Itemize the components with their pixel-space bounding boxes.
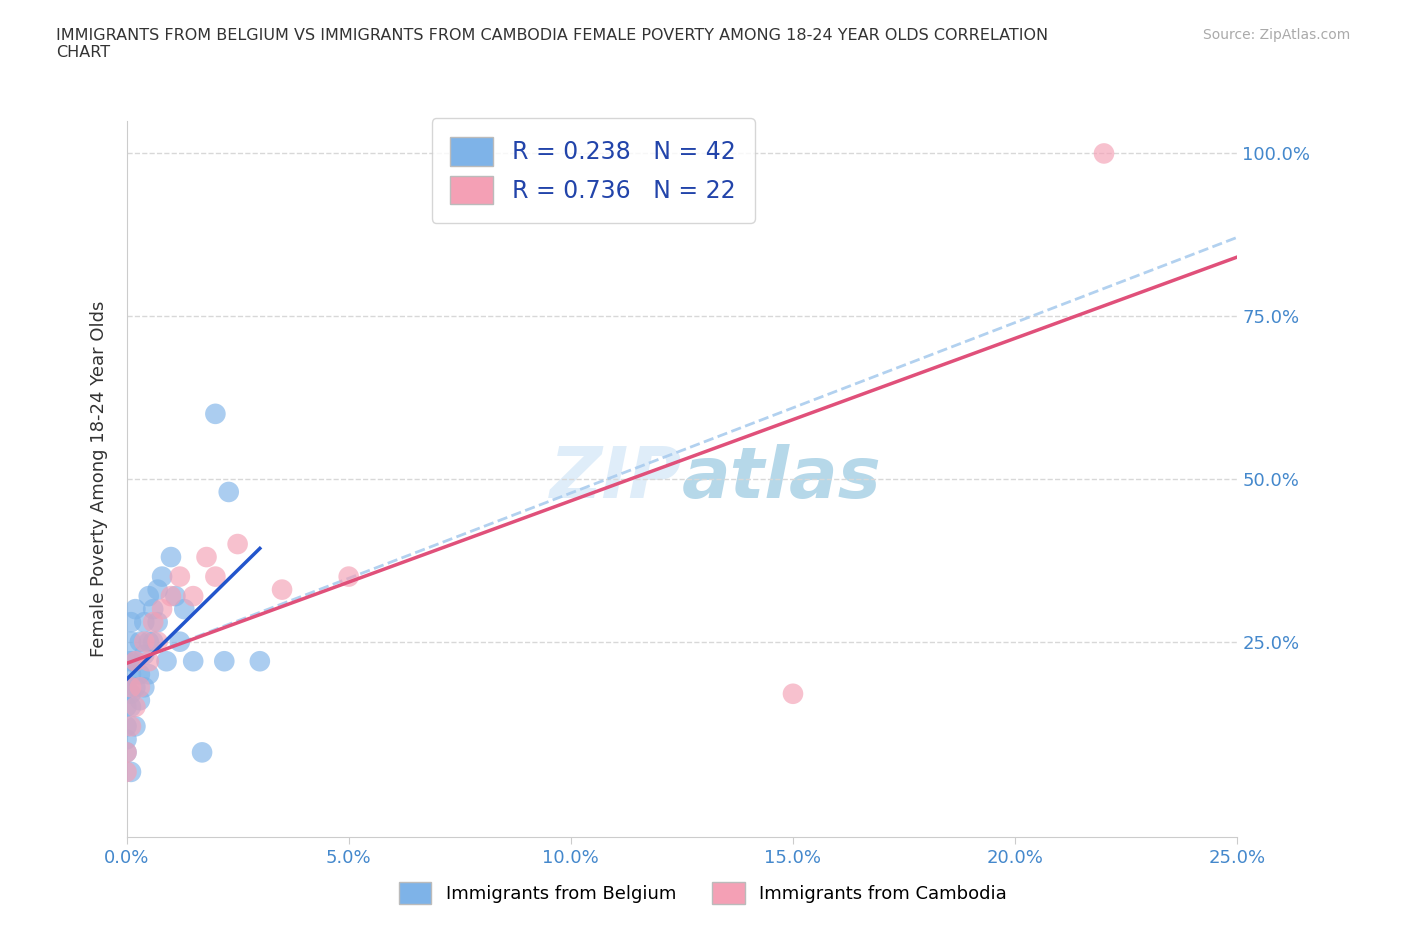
Text: IMMIGRANTS FROM BELGIUM VS IMMIGRANTS FROM CAMBODIA FEMALE POVERTY AMONG 18-24 Y: IMMIGRANTS FROM BELGIUM VS IMMIGRANTS FR…: [56, 28, 1049, 60]
Point: [134, 680, 156, 695]
Point: [124, 719, 146, 734]
Point: [142, 634, 165, 649]
Point: [138, 667, 160, 682]
Point: [124, 654, 146, 669]
Point: [120, 764, 142, 779]
Point: [214, 654, 236, 669]
Point: [120, 654, 142, 669]
Point: [128, 680, 150, 695]
Point: [138, 654, 160, 669]
Text: ZIP: ZIP: [550, 445, 682, 513]
Point: [134, 615, 156, 630]
Point: [115, 699, 138, 714]
Point: [226, 537, 249, 551]
Point: [115, 680, 138, 695]
Point: [134, 647, 156, 662]
Point: [120, 615, 142, 630]
Point: [150, 602, 173, 617]
Point: [218, 485, 240, 499]
Point: [169, 569, 191, 584]
Point: [120, 680, 142, 695]
Point: [142, 615, 165, 630]
Point: [782, 686, 804, 701]
Y-axis label: Female Poverty Among 18-24 Year Olds: Female Poverty Among 18-24 Year Olds: [90, 300, 108, 658]
Point: [150, 569, 173, 584]
Point: [128, 693, 150, 708]
Point: [134, 634, 156, 649]
Point: [120, 699, 142, 714]
Point: [146, 634, 169, 649]
Point: [160, 550, 183, 565]
Point: [155, 654, 177, 669]
Point: [249, 654, 271, 669]
Point: [337, 569, 360, 584]
Point: [138, 589, 160, 604]
Point: [204, 569, 226, 584]
Point: [146, 582, 169, 597]
Point: [120, 634, 142, 649]
Point: [120, 719, 142, 734]
Point: [160, 589, 183, 604]
Point: [1092, 146, 1115, 161]
Point: [115, 654, 138, 669]
Point: [173, 602, 195, 617]
Point: [142, 602, 165, 617]
Point: [115, 732, 138, 747]
Point: [128, 634, 150, 649]
Legend: R = 0.238   N = 42, R = 0.736   N = 22: R = 0.238 N = 42, R = 0.736 N = 22: [432, 118, 755, 223]
Point: [124, 654, 146, 669]
Point: [204, 406, 226, 421]
Point: [128, 667, 150, 682]
Point: [146, 615, 169, 630]
Legend: Immigrants from Belgium, Immigrants from Cambodia: Immigrants from Belgium, Immigrants from…: [392, 875, 1014, 911]
Point: [181, 589, 204, 604]
Point: [195, 550, 218, 565]
Point: [115, 719, 138, 734]
Point: [271, 582, 294, 597]
Point: [191, 745, 214, 760]
Text: atlas: atlas: [682, 445, 882, 513]
Point: [120, 667, 142, 682]
Point: [115, 764, 138, 779]
Text: Source: ZipAtlas.com: Source: ZipAtlas.com: [1202, 28, 1350, 42]
Point: [124, 699, 146, 714]
Point: [138, 634, 160, 649]
Point: [115, 745, 138, 760]
Point: [120, 686, 142, 701]
Point: [124, 680, 146, 695]
Point: [165, 589, 187, 604]
Point: [181, 654, 204, 669]
Point: [115, 745, 138, 760]
Point: [124, 602, 146, 617]
Point: [169, 634, 191, 649]
